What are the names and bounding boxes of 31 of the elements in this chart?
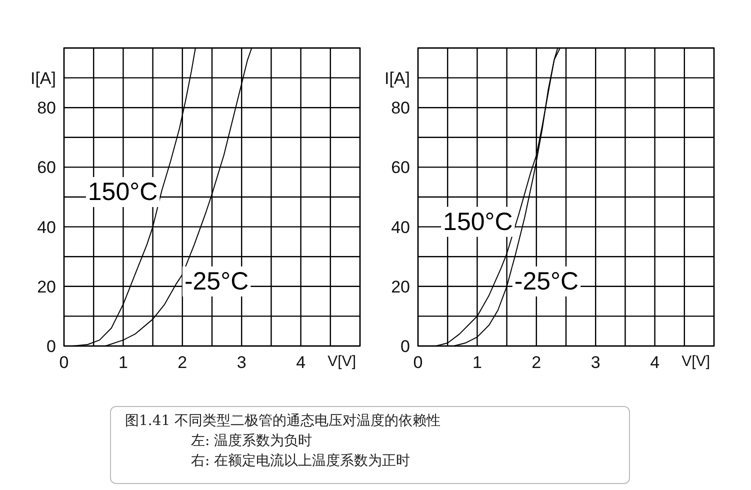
series-label: -25°C xyxy=(514,267,579,296)
y-axis-title: I[A] xyxy=(30,69,56,88)
x-tick-label: 4 xyxy=(296,353,306,372)
y-tick-label: 40 xyxy=(391,218,410,237)
y-tick-label: 20 xyxy=(391,277,410,296)
y-tick-label: 60 xyxy=(391,158,410,178)
y-tick-label: 60 xyxy=(37,158,56,178)
x-tick-label: 0 xyxy=(413,353,423,372)
text: 左: 温度系数为负时 xyxy=(190,432,314,451)
x-tick-label: 3 xyxy=(236,353,246,372)
y-tick-label: 20 xyxy=(37,277,56,296)
series-label: 150°C xyxy=(88,178,158,206)
x-tick-label: 1 xyxy=(118,353,128,372)
y-tick-label: 40 xyxy=(37,218,56,237)
x-tick-label: 1 xyxy=(472,353,482,372)
x-axis-title: V[V] xyxy=(328,353,356,370)
caption: 图1.41 不同类型二极管的通态电压对温度的依赖性 xyxy=(125,412,442,431)
x-tick-label: 4 xyxy=(650,353,660,372)
y-tick-label: 80 xyxy=(391,98,410,118)
y-tick-label: 0 xyxy=(400,337,410,356)
text: 右: 在额定电流以上温度系数为正时 xyxy=(190,452,412,471)
series-label: 150°C xyxy=(443,208,513,236)
x-tick-label: 0 xyxy=(59,353,69,372)
y-tick-label: 0 xyxy=(46,337,56,356)
y-tick-label: 80 xyxy=(37,98,56,118)
x-axis-title: V[V] xyxy=(682,353,710,370)
x-tick-label: 3 xyxy=(590,353,600,372)
series-label: -25°C xyxy=(184,267,249,296)
x-tick-label: 2 xyxy=(532,353,542,372)
x-tick-label: 2 xyxy=(178,353,188,372)
y-axis-title: I[A] xyxy=(384,69,410,88)
